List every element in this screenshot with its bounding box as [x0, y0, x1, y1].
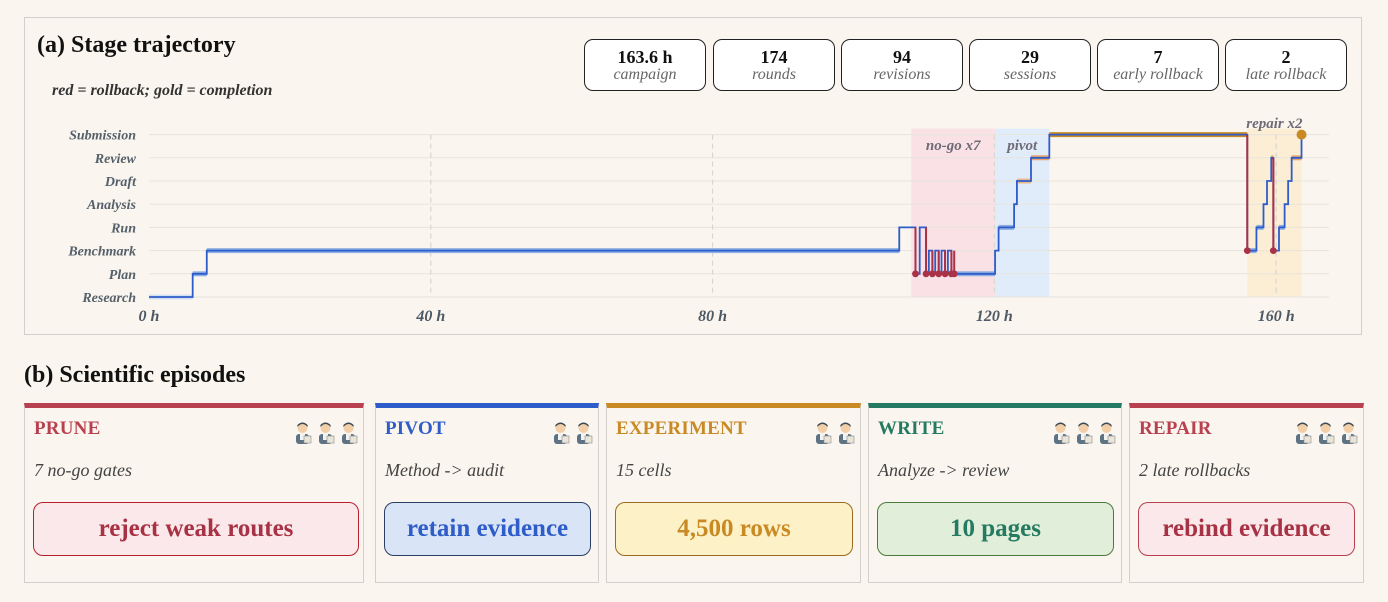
- stage-label: Review: [94, 152, 137, 167]
- stat-value: 94: [893, 47, 911, 67]
- episode-avatars: [812, 420, 856, 444]
- panel-b-title: (b) Scientific episodes: [24, 362, 246, 388]
- stage-label: Research: [81, 291, 136, 306]
- episode-avatars: [292, 420, 359, 444]
- rollback-marker: [950, 270, 958, 278]
- stat-campaign: 163.6 h campaign: [584, 39, 706, 91]
- stage-label: Submission: [69, 129, 136, 144]
- researcher-avatar-icon: [1077, 422, 1093, 444]
- region-label: repair x2: [1246, 116, 1303, 132]
- episode-title: REPAIR: [1139, 418, 1212, 439]
- researcher-avatar-icon: [577, 422, 593, 444]
- episode-card-experiment: EXPERIMENT 15 cells 4,500 rows: [606, 403, 861, 583]
- researcher-avatar-icon: [342, 422, 358, 444]
- episode-subtitle: 15 cells: [616, 460, 672, 480]
- stat-late-rollback: 2 late rollback: [1225, 39, 1347, 91]
- episode-subtitle: Analyze -> review: [878, 460, 1010, 480]
- stat-label: campaign: [613, 66, 677, 83]
- rollback-marker: [935, 270, 943, 278]
- x-tick-label: 120 h: [976, 308, 1013, 325]
- episode-outcome: reject weak routes: [33, 502, 359, 556]
- rollback-marker: [922, 270, 930, 278]
- stage-label: Plan: [109, 268, 136, 283]
- stage-label: Draft: [104, 175, 137, 190]
- stat-rounds: 174 rounds: [713, 39, 835, 91]
- episode-card-prune: PRUNE 7 no-go gates reject weak routes: [24, 403, 364, 583]
- episode-outcome: rebind evidence: [1138, 502, 1355, 556]
- episode-avatars: [550, 420, 594, 444]
- researcher-avatar-icon: [839, 422, 855, 444]
- stat-label: rounds: [752, 66, 796, 83]
- rollback-marker: [941, 270, 949, 278]
- stat-label: early rollback: [1113, 66, 1203, 83]
- rollback-marker: [928, 270, 936, 278]
- stage-label: Run: [110, 221, 136, 236]
- stage-label: Benchmark: [67, 245, 136, 260]
- trajectory-chart: Research Plan Benchmark Run Analysis Draft Rev…: [67, 116, 1329, 325]
- rollback-marker: [1243, 247, 1251, 255]
- researcher-avatar-icon: [1296, 422, 1312, 444]
- stat-value: 2: [1281, 47, 1291, 67]
- stage-trajectory-panel: Research Plan Benchmark Run Analysis Draft Rev…: [24, 17, 1362, 335]
- episode-title: PRUNE: [34, 418, 101, 439]
- researcher-avatar-icon: [1054, 422, 1070, 444]
- researcher-avatar-icon: [1100, 422, 1116, 444]
- stat-revisions: 94 revisions: [841, 39, 963, 91]
- x-tick-label: 80 h: [698, 308, 727, 325]
- episode-subtitle: Method -> audit: [385, 460, 505, 480]
- stat-value: 174: [760, 47, 788, 67]
- stage-label: Analysis: [86, 198, 137, 213]
- legend-note: red = rollback; gold = completion: [52, 82, 273, 99]
- researcher-avatar-icon: [296, 422, 312, 444]
- researcher-avatar-icon: [554, 422, 570, 444]
- episode-subtitle: 7 no-go gates: [34, 460, 132, 480]
- episode-card-repair: REPAIR 2 late rollbacks rebind evidence: [1129, 403, 1364, 583]
- rollback-marker: [1269, 247, 1277, 255]
- panel-a-title: (a) Stage trajectory: [37, 32, 236, 58]
- x-tick-label: 40 h: [415, 308, 445, 325]
- episode-avatars: [1292, 420, 1359, 444]
- stat-label: late rollback: [1245, 66, 1327, 83]
- researcher-avatar-icon: [319, 422, 335, 444]
- episode-subtitle: 2 late rollbacks: [1139, 460, 1251, 480]
- episode-avatars: [1050, 420, 1117, 444]
- region-label: pivot: [1005, 138, 1038, 154]
- episode-outcome: retain evidence: [384, 502, 591, 556]
- episode-title: PIVOT: [385, 418, 446, 439]
- researcher-avatar-icon: [1342, 422, 1358, 444]
- stat-sessions: 29 sessions: [969, 39, 1091, 91]
- x-tick-label: 0 h: [139, 308, 160, 325]
- stat-value: 7: [1153, 47, 1163, 67]
- rollback-marker: [912, 270, 919, 278]
- researcher-avatar-icon: [1319, 422, 1335, 444]
- episode-card-write: WRITE Analyze -> review 10 pages: [868, 403, 1122, 583]
- episode-title: WRITE: [878, 418, 945, 439]
- stat-label: revisions: [873, 66, 931, 83]
- stat-early-rollback: 7 early rollback: [1097, 39, 1219, 91]
- stat-value: 29: [1021, 47, 1039, 67]
- episode-outcome: 10 pages: [877, 502, 1114, 556]
- episode-title: EXPERIMENT: [616, 418, 747, 439]
- episode-region: [1247, 128, 1302, 297]
- region-label: no-go x7: [926, 138, 981, 154]
- episode-card-pivot: PIVOT Method -> audit retain evidence: [375, 403, 599, 583]
- stat-label: sessions: [1003, 66, 1057, 83]
- researcher-avatar-icon: [816, 422, 832, 444]
- stat-value: 163.6 h: [617, 47, 673, 67]
- completion-marker: [1296, 129, 1307, 140]
- episode-outcome: 4,500 rows: [615, 502, 853, 556]
- x-tick-label: 160 h: [1258, 308, 1295, 325]
- trajectory-line: [149, 133, 1303, 298]
